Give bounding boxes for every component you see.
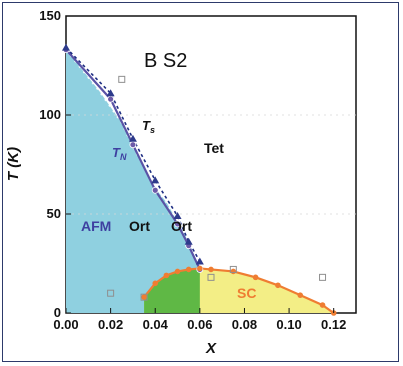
ts-point-5 — [184, 237, 193, 245]
sc-label: SC — [237, 285, 256, 301]
tn-label-sub: N — [120, 152, 127, 162]
x-ticks: 0.00 0.02 0.04 0.06 0.08 0.10 0.12 — [53, 308, 346, 332]
tc-point-2 — [163, 272, 170, 279]
tc-point-0 — [141, 294, 147, 300]
tc-point-3 — [174, 268, 181, 275]
tc-point-10 — [297, 292, 304, 298]
tc-point-6 — [208, 266, 214, 273]
data-markers — [62, 43, 337, 316]
ort-label-1: Ort — [129, 218, 150, 234]
tc-point-4 — [185, 266, 192, 273]
x-tick-label-1: 0.02 — [98, 317, 123, 332]
square-point-4 — [229, 265, 237, 273]
ts-point-3 — [151, 176, 160, 184]
x-tick-label-6: 0.12 — [321, 317, 346, 332]
tc-point-11 — [319, 302, 326, 308]
afm-region — [66, 49, 200, 313]
phase-regions — [66, 49, 334, 313]
tn-label-main: T — [112, 145, 121, 160]
ts-point-6 — [195, 257, 204, 265]
x-tick-label-2: 0.04 — [143, 317, 169, 332]
ts-label: Ts — [142, 118, 155, 135]
ts-point-2 — [128, 134, 137, 142]
square-point-1 — [118, 75, 126, 83]
tn-point-4 — [174, 220, 181, 228]
x-tick-label-5: 0.10 — [276, 317, 301, 332]
green-overlap-region — [144, 269, 200, 313]
tet-label: Tet — [204, 140, 224, 156]
square-point-5 — [319, 273, 327, 281]
tn-point-1 — [107, 95, 115, 103]
square-point-3 — [207, 273, 215, 281]
ts-label-sub: s — [150, 125, 155, 135]
tc-point-7 — [230, 268, 237, 275]
ts-point-0 — [62, 43, 70, 51]
afm-label: AFM — [81, 218, 111, 234]
y-tick-label-2: 100 — [39, 107, 61, 122]
x-tick-label-0: 0.00 — [53, 317, 78, 332]
tc-point-1 — [152, 280, 159, 287]
tn-label: TN — [112, 145, 127, 162]
tc-point-9 — [275, 282, 281, 289]
ts-point-1 — [106, 89, 115, 97]
tn-point-2 — [129, 141, 137, 149]
tc-point-5 — [197, 265, 203, 272]
ts-label-main: T — [142, 118, 151, 133]
x-tick-label-3: 0.06 — [187, 317, 212, 332]
y-ticks: 0 50 100 150 — [39, 8, 71, 320]
gridlines — [66, 114, 356, 215]
ort-label-2: Ort — [171, 218, 192, 234]
chart-title: B S2 — [144, 50, 187, 72]
tn-point-3 — [151, 186, 159, 194]
ts-point-4 — [173, 211, 182, 219]
y-axis-label: T (K) — [5, 147, 22, 181]
x-tick-label-4: 0.08 — [232, 317, 257, 332]
tc-point-8 — [252, 274, 259, 281]
square-point-2 — [140, 293, 148, 301]
y-tick-label-1: 50 — [47, 206, 61, 221]
speckle-edge — [66, 49, 201, 270]
y-tick-label-3: 150 — [39, 8, 61, 23]
y-tick-label-0: 0 — [54, 305, 61, 320]
square-point-0 — [107, 289, 115, 297]
x-axis-label: X — [205, 340, 217, 357]
